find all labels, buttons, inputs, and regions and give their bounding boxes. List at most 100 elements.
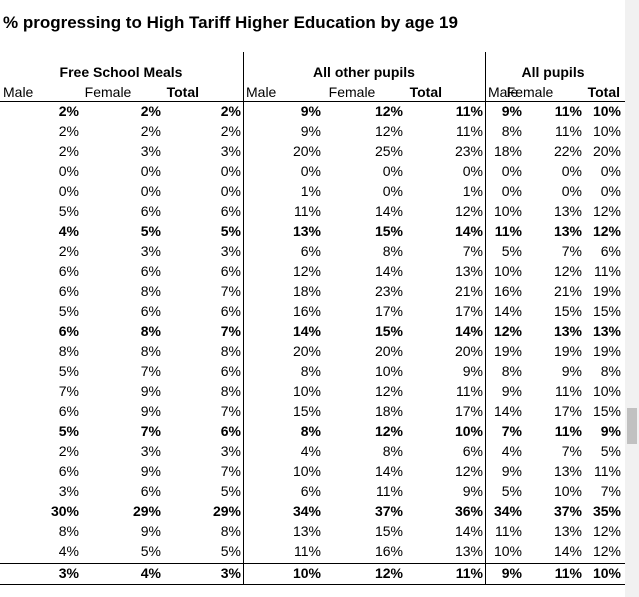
cell: 14% [374, 203, 403, 219]
cell: 0% [501, 163, 522, 179]
cell: 3% [58, 483, 79, 499]
scrollbar-thumb[interactable] [627, 408, 637, 444]
cell: 9% [462, 483, 483, 499]
cell: 0% [140, 183, 161, 199]
cell: 5% [140, 223, 161, 239]
cell: 15% [292, 403, 321, 419]
cell: 10% [592, 123, 621, 139]
cell: 8% [501, 123, 522, 139]
cell: 11% [455, 103, 483, 119]
scrollbar[interactable] [625, 0, 639, 597]
cell: 0% [220, 183, 241, 199]
cell: 10% [493, 203, 522, 219]
cell: 0% [501, 183, 522, 199]
cell: 5% [600, 443, 621, 459]
cell: 10% [493, 263, 522, 279]
cell: 16% [493, 283, 522, 299]
cell: 6% [462, 443, 483, 459]
cell: 6% [300, 243, 321, 259]
cell: 19% [493, 343, 522, 359]
group-header: Free School Meals [59, 64, 183, 80]
cell: 10% [292, 383, 321, 399]
cell: 8% [58, 523, 79, 539]
cell: 37% [553, 503, 582, 519]
cell: 13% [292, 223, 321, 239]
cell: 2% [58, 243, 79, 259]
cell: 6% [220, 303, 241, 319]
cell: 22% [553, 143, 582, 159]
cell: 7% [561, 243, 582, 259]
cell: 19% [553, 343, 582, 359]
cell: 10% [592, 565, 621, 581]
cell: 7% [220, 403, 241, 419]
cell: 12% [374, 103, 403, 119]
cell: 12% [454, 203, 483, 219]
cell: 6% [140, 203, 161, 219]
cell: 0% [58, 163, 79, 179]
cell: 2% [58, 123, 79, 139]
cell: 10% [374, 363, 403, 379]
cell: 12% [374, 123, 403, 139]
cell: 9% [140, 403, 161, 419]
cell: 9% [140, 523, 161, 539]
cell: 9% [600, 423, 621, 439]
total-rule [0, 563, 625, 564]
cell: 20% [292, 343, 321, 359]
cell: 6% [58, 283, 79, 299]
cell: 25% [374, 143, 403, 159]
cell: 3% [220, 243, 241, 259]
cell: 15% [592, 403, 621, 419]
cell: 8% [382, 243, 403, 259]
cell: 0% [58, 183, 79, 199]
cell: 5% [220, 483, 241, 499]
cell: 30% [50, 503, 79, 519]
cell: 9% [300, 103, 321, 119]
cell: 13% [454, 263, 483, 279]
cell: 10% [493, 543, 522, 559]
cell: 21% [553, 283, 582, 299]
cell: 0% [600, 163, 621, 179]
cell: 0% [300, 163, 321, 179]
cell: 17% [374, 303, 403, 319]
divider [485, 52, 486, 585]
cell: 9% [140, 463, 161, 479]
cell: 15% [592, 303, 621, 319]
cell: 19% [592, 283, 621, 299]
cell: 20% [454, 343, 483, 359]
cell: 8% [300, 363, 321, 379]
cell: 11% [554, 565, 582, 581]
cell: 2% [140, 103, 161, 119]
cell: 19% [592, 343, 621, 359]
column-header: Total [587, 84, 620, 100]
cell: 2% [58, 143, 79, 159]
cell: 6% [58, 403, 79, 419]
column-header: Male [246, 84, 277, 100]
cell: 3% [140, 443, 161, 459]
cell: 37% [374, 503, 403, 519]
cell: 11% [456, 383, 483, 399]
cell: 7% [220, 323, 241, 339]
cell: 13% [553, 523, 582, 539]
cell: 9% [561, 363, 582, 379]
cell: 34% [493, 503, 522, 519]
cell: 0% [561, 163, 582, 179]
cell: 11% [594, 463, 621, 479]
cell: 23% [454, 143, 483, 159]
cell: 34% [292, 503, 321, 519]
cell: 11% [555, 123, 582, 139]
cell: 1% [462, 183, 483, 199]
cell: 9% [462, 363, 483, 379]
cell: 12% [374, 383, 403, 399]
cell: 11% [294, 543, 321, 559]
cell: 11% [555, 383, 582, 399]
cell: 5% [58, 203, 79, 219]
cell: 14% [493, 403, 522, 419]
cell: 23% [374, 283, 403, 299]
cell: 12% [592, 543, 621, 559]
cell: 10% [592, 383, 621, 399]
cell: 0% [220, 163, 241, 179]
cell: 8% [501, 363, 522, 379]
column-header: Total [409, 84, 442, 100]
cell: 12% [553, 263, 582, 279]
column-header: Female [84, 84, 132, 100]
